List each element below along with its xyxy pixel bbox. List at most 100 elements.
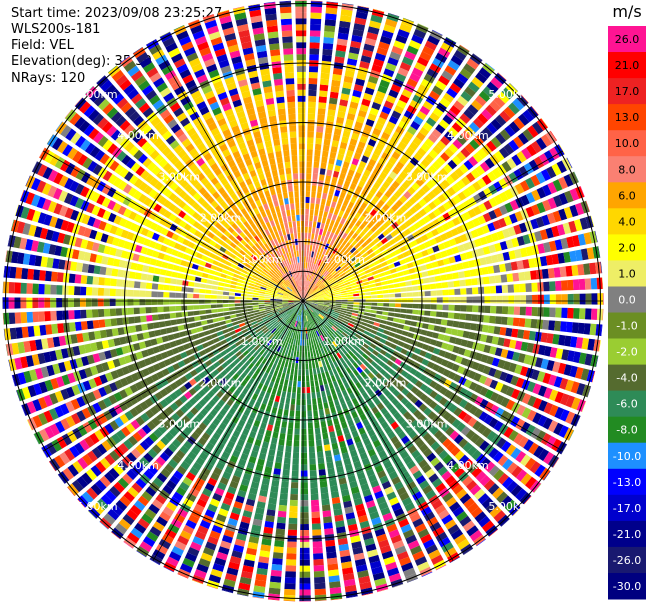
- velocity-gate: [169, 292, 176, 298]
- velocity-gate: [508, 121, 521, 134]
- velocity-gate: [366, 221, 374, 229]
- velocity-gate: [341, 452, 350, 460]
- velocity-gate: [391, 110, 402, 120]
- velocity-gate: [474, 511, 487, 523]
- velocity-gate: [369, 233, 377, 241]
- velocity-gate: [315, 361, 319, 369]
- velocity-gate: [318, 314, 324, 320]
- velocity-gate: [398, 276, 406, 282]
- velocity-gate: [340, 93, 350, 101]
- velocity-gate: [358, 215, 366, 223]
- velocity-gate: [190, 269, 197, 276]
- velocity-gate: [376, 290, 383, 295]
- velocity-gate: [391, 476, 401, 485]
- velocity-gate: [589, 262, 597, 275]
- velocity-gate: [222, 291, 230, 296]
- velocity-gate: [376, 353, 384, 360]
- velocity-gate: [355, 333, 362, 339]
- velocity-gate: [228, 307, 236, 311]
- velocity-gate: [388, 529, 400, 539]
- velocity-gate: [458, 438, 469, 449]
- velocity-gate: [431, 499, 443, 510]
- velocity-gate: [339, 141, 348, 150]
- velocity-gate: [336, 366, 342, 373]
- velocity-gate: [284, 361, 289, 368]
- velocity-gate: [451, 328, 458, 336]
- velocity-gate: [374, 221, 382, 229]
- velocity-gate: [365, 164, 374, 172]
- velocity-gate: [413, 409, 422, 419]
- velocity-gate: [316, 126, 324, 133]
- velocity-gate: [187, 305, 194, 311]
- velocity-gate: [402, 251, 410, 258]
- velocity-gate: [312, 319, 316, 325]
- velocity-gate: [462, 211, 471, 221]
- velocity-gate: [318, 283, 324, 289]
- velocity-gate: [372, 572, 385, 581]
- velocity-gate: [343, 249, 350, 256]
- velocity-gate: [404, 364, 413, 372]
- velocity-gate: [361, 241, 368, 248]
- velocity-gate: [399, 223, 408, 231]
- velocity-gate: [296, 36, 307, 43]
- velocity-gate: [314, 288, 320, 293]
- velocity-gate: [323, 302, 330, 305]
- velocity-gate: [328, 320, 334, 326]
- velocity-gate: [400, 292, 407, 298]
- velocity-gate: [289, 511, 298, 519]
- velocity-gate: [415, 496, 426, 506]
- velocity-gate: [488, 417, 499, 429]
- velocity-gate: [397, 29, 410, 39]
- velocity-gate: [312, 541, 323, 548]
- velocity-gate: [481, 108, 493, 121]
- velocity-gate: [505, 399, 516, 411]
- velocity-gate: [342, 276, 349, 282]
- velocity-gate: [399, 313, 407, 319]
- velocity-gate: [492, 487, 504, 499]
- velocity-gate: [282, 301, 289, 303]
- velocity-gate: [277, 371, 282, 378]
- velocity-gate: [335, 296, 342, 298]
- velocity-gate: [423, 205, 432, 214]
- velocity-gate: [484, 461, 496, 473]
- velocity-gate: [415, 475, 426, 485]
- velocity-gate: [218, 316, 225, 322]
- velocity-gate: [366, 81, 377, 90]
- velocity-gate: [419, 374, 428, 382]
- velocity-gate: [397, 271, 404, 277]
- velocity-gate: [330, 260, 336, 267]
- velocity-gate: [334, 339, 340, 346]
- velocity-gate: [452, 272, 459, 280]
- velocity-gate: [309, 332, 312, 339]
- velocity-gate: [340, 555, 352, 563]
- velocity-gate: [317, 329, 322, 336]
- velocity-gate: [329, 479, 338, 487]
- velocity-gate: [495, 316, 502, 325]
- velocity-gate: [210, 304, 217, 309]
- velocity-gate: [387, 316, 394, 322]
- velocity-gate: [399, 245, 407, 253]
- velocity-gate: [314, 582, 326, 590]
- velocity-gate: [278, 504, 287, 512]
- velocity-gate: [231, 277, 239, 282]
- velocity-gate: [199, 288, 206, 294]
- velocity-gate: [386, 360, 394, 367]
- velocity-gate: [404, 425, 414, 435]
- velocity-gate: [363, 312, 371, 316]
- velocity-gate: [512, 507, 521, 516]
- velocity-gate: [347, 302, 354, 305]
- velocity-gate: [337, 279, 343, 284]
- velocity-gate: [202, 325, 209, 331]
- velocity-gate: [406, 262, 414, 269]
- velocity-gate: [549, 147, 560, 160]
- velocity-gate: [462, 261, 470, 269]
- velocity-gate: [342, 362, 349, 369]
- velocity-gate: [303, 303, 305, 310]
- velocity-gate: [308, 289, 313, 295]
- velocity-gate: [456, 511, 468, 522]
- velocity-gate: [97, 287, 105, 296]
- velocity-gate: [311, 499, 320, 507]
- velocity-gate: [542, 199, 552, 212]
- velocity-gate: [437, 259, 445, 267]
- velocity-gate: [454, 254, 462, 263]
